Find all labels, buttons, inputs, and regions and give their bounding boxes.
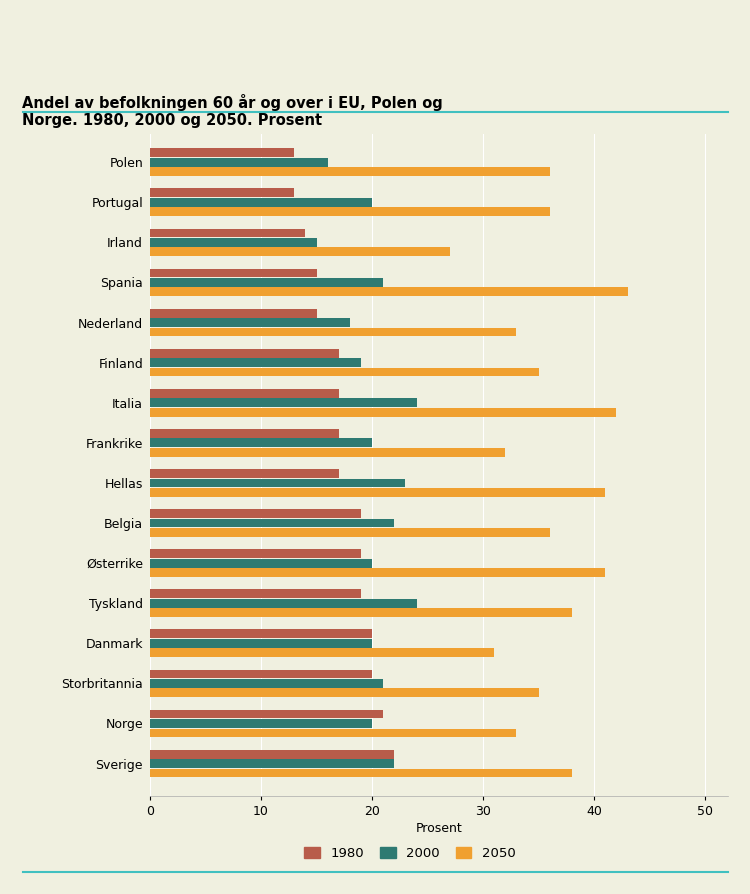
Bar (150, 318, 350, 327)
Bar (150, 349, 339, 358)
Bar (150, 510, 361, 518)
Bar (150, 710, 383, 719)
Text: Andel av befolkningen 60 år og over i EU, Polen og
Norge. 1980, 2000 og 2050. Pr: Andel av befolkningen 60 år og over i EU… (22, 94, 443, 128)
Bar (150, 167, 550, 176)
Bar (150, 629, 372, 638)
Bar (150, 469, 339, 478)
Bar (150, 488, 605, 497)
Bar (150, 670, 372, 679)
Bar (150, 759, 394, 768)
Bar (150, 589, 361, 598)
Bar (150, 769, 572, 778)
Bar (150, 519, 394, 527)
Bar (150, 559, 372, 568)
Bar (150, 528, 550, 537)
Bar (150, 189, 294, 198)
Bar (150, 679, 383, 687)
Bar (150, 408, 616, 417)
Bar (150, 438, 372, 447)
Bar (150, 238, 316, 247)
Bar (150, 248, 450, 257)
Bar (150, 599, 416, 608)
Bar (150, 207, 550, 216)
Bar (150, 229, 305, 237)
Bar (150, 719, 372, 728)
Bar (150, 648, 494, 657)
Bar (150, 549, 361, 558)
Legend: 1980, 2000, 2050: 1980, 2000, 2050 (298, 841, 521, 865)
Bar (150, 327, 517, 336)
X-axis label: Prosent: Prosent (416, 822, 462, 835)
Bar (150, 389, 339, 398)
Bar (150, 288, 628, 296)
Bar (150, 639, 372, 648)
Bar (150, 367, 538, 376)
Bar (150, 278, 383, 287)
Bar (150, 429, 339, 438)
Bar (150, 729, 517, 738)
Bar (150, 448, 506, 457)
Bar (150, 358, 361, 367)
Bar (150, 688, 538, 697)
Bar (150, 148, 294, 157)
Bar (150, 308, 316, 317)
Bar (150, 399, 416, 407)
Bar (150, 268, 316, 277)
Bar (150, 157, 328, 166)
Bar (150, 608, 572, 617)
Bar (150, 568, 605, 577)
Bar (150, 478, 406, 487)
Bar (150, 750, 394, 759)
Bar (150, 198, 372, 207)
